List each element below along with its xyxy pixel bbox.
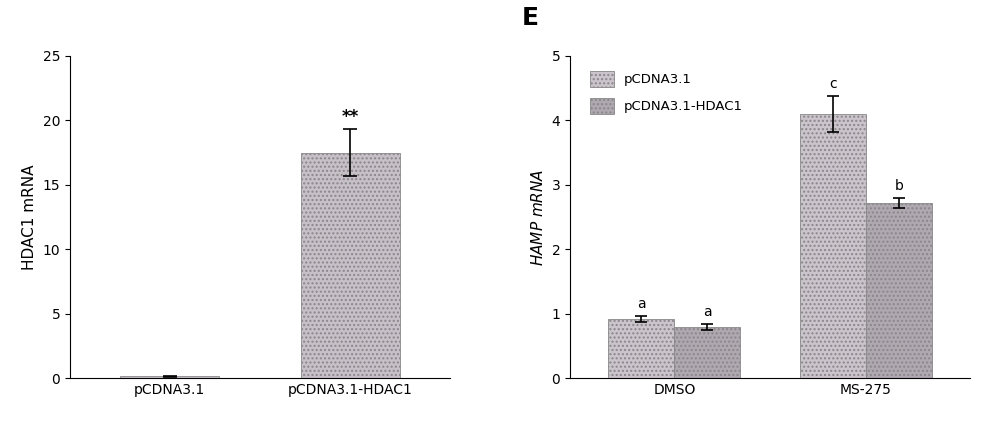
Text: E: E: [522, 6, 539, 30]
Text: c: c: [829, 77, 836, 91]
Text: b: b: [894, 179, 903, 194]
Legend: pCDNA3.1, pCDNA3.1-HDAC1: pCDNA3.1, pCDNA3.1-HDAC1: [585, 66, 748, 119]
Bar: [301, 153, 400, 378]
Bar: [674, 327, 740, 378]
Bar: [800, 114, 866, 378]
Bar: [608, 319, 674, 378]
Bar: [866, 203, 932, 378]
Y-axis label: $HAMP$ mRNA: $HAMP$ mRNA: [530, 169, 546, 266]
Text: a: a: [703, 305, 712, 319]
Text: a: a: [637, 297, 646, 311]
Y-axis label: HDAC1 mRNA: HDAC1 mRNA: [22, 164, 37, 270]
Bar: [120, 377, 219, 378]
Text: **: **: [342, 108, 359, 126]
